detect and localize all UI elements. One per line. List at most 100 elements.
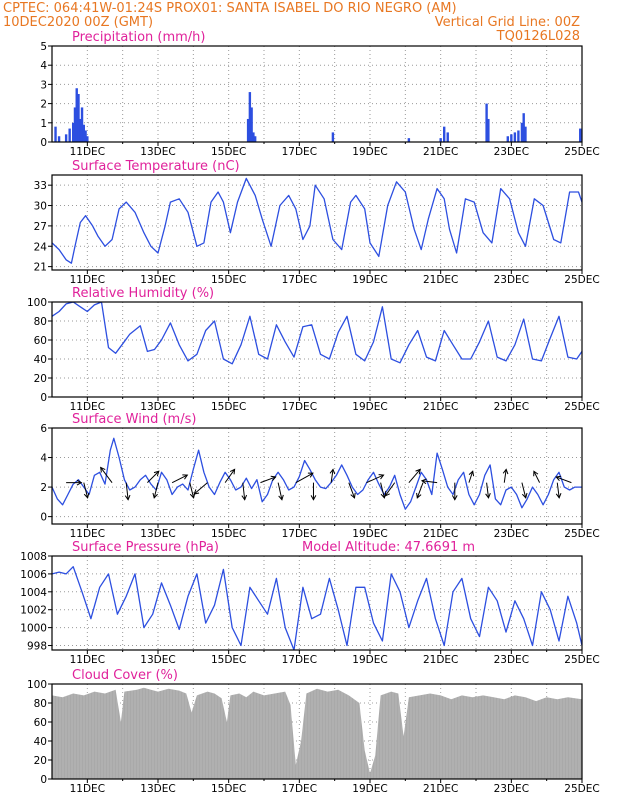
wind-vector-head — [378, 474, 385, 480]
cloud-xtick-label: 23DEC — [494, 783, 529, 795]
precip-bar — [77, 94, 80, 142]
wind-vector-head — [153, 470, 160, 477]
wind-vector-head — [416, 492, 422, 499]
wind-vector-head — [270, 475, 277, 482]
wind-vector-head — [415, 468, 421, 475]
wind-vector-shaft — [242, 482, 246, 500]
pressure-frame — [51, 555, 583, 651]
precip-bar — [579, 128, 582, 142]
precip-bar — [57, 136, 61, 142]
wind-vector — [329, 468, 336, 483]
wind-vector — [468, 470, 475, 483]
humidity-plot-area — [52, 302, 582, 365]
wind-vector — [241, 482, 248, 501]
precip-bar — [487, 118, 490, 142]
wind-vector-head — [278, 494, 284, 501]
wind-vector — [420, 478, 438, 485]
pressure-xtick-label: 23DEC — [494, 654, 529, 666]
pressure-ytick-label: 1004 — [20, 587, 47, 599]
wind-vector-shaft — [277, 482, 283, 500]
cloud-xtick-label: 15DEC — [211, 783, 246, 795]
wind-vector-shaft — [468, 471, 474, 483]
wind-vector — [485, 482, 491, 499]
pressure-ytick-label: 1008 — [20, 551, 47, 563]
temperature-frame — [51, 174, 583, 271]
wind-vector-head — [384, 490, 390, 497]
humidity-ytick-label: 60 — [34, 335, 47, 347]
pressure-series-line — [52, 566, 582, 650]
precip-bar — [64, 134, 68, 142]
wind-vector-shaft — [556, 476, 572, 484]
temperature-xtick-label: 17DEC — [282, 274, 317, 286]
wind-vector — [147, 470, 160, 483]
pressure-ytick-label: 998 — [27, 641, 47, 653]
temperature-ytick-label: 27 — [34, 221, 47, 233]
humidity-series-line — [52, 302, 582, 365]
cloud-xtick-label: 17DEC — [282, 783, 317, 795]
humidity-ytick-label: 40 — [34, 354, 47, 366]
wind-vector-shaft — [503, 469, 507, 483]
wind-vector-head — [229, 468, 236, 475]
temperature-ytick-label: 33 — [34, 180, 47, 192]
wind-vector — [416, 482, 424, 499]
cloud-ytick-label: 0 — [40, 774, 47, 786]
pressure-xtick-label: 13DEC — [140, 654, 175, 666]
wind-xtick-label: 13DEC — [140, 528, 175, 540]
pressure-plot-area — [52, 566, 582, 650]
wind-vector-head — [485, 493, 491, 499]
humidity-xtick-label: 23DEC — [494, 401, 529, 413]
precip-frame — [51, 45, 583, 143]
humidity-ytick-label: 80 — [34, 316, 47, 328]
precip-ytick-label: 0 — [40, 137, 47, 149]
cloud-xtick-label: 19DEC — [352, 783, 387, 795]
pressure-xtick-label: 21DEC — [423, 654, 458, 666]
wind-vector — [451, 482, 458, 501]
wind-vector-head — [193, 489, 200, 495]
precip-ytick-label: 1 — [40, 118, 47, 130]
precip-bar — [246, 118, 250, 142]
precip-ytick-label: 3 — [40, 79, 47, 91]
temperature-xtick-label: 21DEC — [423, 274, 458, 286]
wind-vector-shaft — [189, 482, 195, 498]
precip-bar — [513, 132, 517, 142]
wind-vector-head — [182, 474, 189, 480]
wind-vector — [366, 474, 385, 484]
cloud-xtick-label: 21DEC — [423, 783, 458, 795]
wind-vector-shaft — [295, 472, 314, 484]
wind-vector-shaft — [153, 482, 159, 498]
wind-vector — [152, 482, 159, 499]
temperature-ytick-label: 30 — [34, 201, 47, 213]
precip-bar — [517, 130, 520, 142]
wind-xtick-label: 15DEC — [211, 528, 246, 540]
precip-xtick-label: 23DEC — [494, 146, 529, 158]
cloud-ytick-label: 20 — [34, 755, 47, 767]
pressure-title: Surface Pressure (hPa) — [72, 540, 219, 555]
cloud-plot-area — [52, 684, 582, 779]
wind-vector — [310, 482, 317, 501]
humidity-xtick-label: 11DEC — [70, 401, 105, 413]
wind-title: Surface Wind (m/s) — [72, 412, 196, 427]
precip-bar — [72, 122, 75, 142]
pressure-xtick-label: 19DEC — [352, 654, 387, 666]
wind-vector — [295, 472, 314, 484]
precip-bar — [506, 136, 509, 142]
wind-vector — [384, 482, 396, 497]
pressure-ytick-label: 1006 — [20, 569, 47, 581]
wind-vector — [555, 475, 572, 484]
wind-vector-shaft — [380, 482, 385, 498]
precip-bar — [524, 126, 527, 142]
wind-ytick-label: 4 — [40, 453, 47, 465]
precip-title: Precipitation (mm/h) — [72, 30, 205, 45]
wind-vector-head — [307, 472, 314, 478]
precip-bar — [79, 118, 82, 142]
wind-series-line — [52, 437, 582, 510]
wind-vector — [189, 482, 196, 499]
wind-xtick-label: 17DEC — [282, 528, 317, 540]
precip-bar — [510, 134, 513, 142]
wind-vector-shaft — [556, 482, 560, 498]
cloud-area-fill — [52, 687, 582, 779]
wind-vector-head — [152, 492, 158, 499]
humidity-xtick-label: 21DEC — [423, 401, 458, 413]
wind-vector — [83, 482, 90, 499]
wind-vector-shaft — [421, 480, 438, 484]
